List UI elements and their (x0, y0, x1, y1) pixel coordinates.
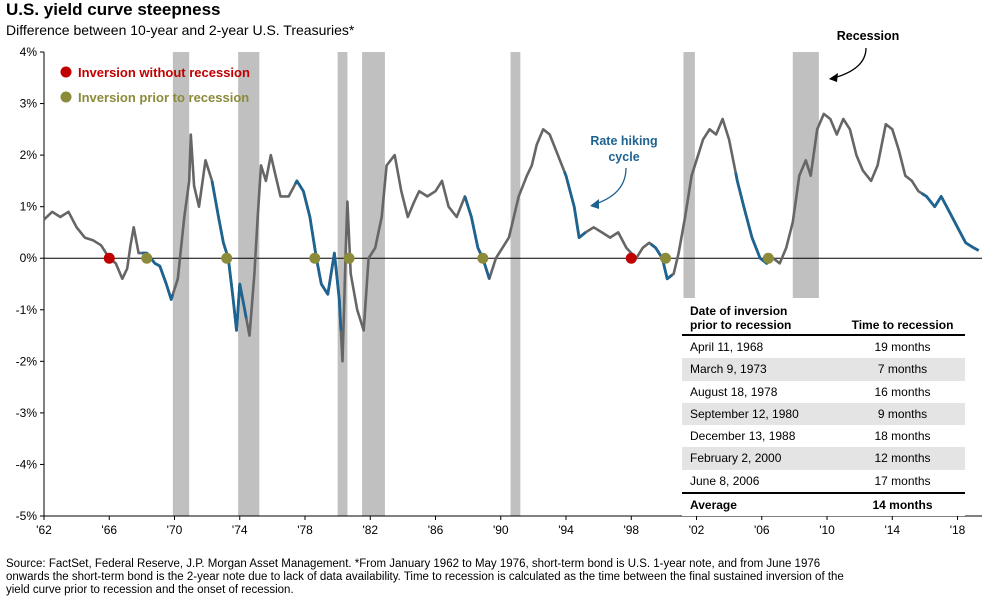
table-row: September 12, 1980 9 months (682, 402, 965, 426)
x-tick-label: '10 (819, 523, 835, 537)
y-tick-label: 4% (20, 45, 38, 59)
chart-title: U.S. yield curve steepness (6, 0, 221, 19)
average-label: Average (690, 498, 737, 513)
table-cell-date: April 11, 1968 (690, 340, 764, 354)
rate-hiking-segment (293, 179, 343, 331)
x-tick-label: '62 (36, 523, 52, 537)
average-value: 14 months (872, 498, 933, 513)
x-tick-label: '74 (232, 523, 248, 537)
rate-hiking-segment (563, 171, 587, 239)
rate-hiking-segment (210, 180, 248, 332)
table-cell-date: March 9, 1973 (690, 362, 767, 377)
inversion-prior-to-recession-marker (660, 252, 672, 264)
rate-hiking-segment (734, 172, 773, 265)
y-tick-label: -1% (16, 303, 38, 317)
rate-hiking-segment (463, 195, 491, 280)
table-cell-time: 12 months (874, 451, 931, 466)
inversion-prior-to-recession-marker (477, 252, 489, 264)
table-row: August 18, 1978 16 months (682, 381, 965, 403)
y-tick-label: -5% (16, 509, 38, 523)
inversion-prior-to-recession-marker (309, 252, 321, 264)
recession-band (337, 52, 348, 516)
table-average-row: Average 14 months (682, 492, 965, 516)
y-tick-label: -3% (16, 406, 38, 420)
table-cell-time: 9 months (877, 406, 928, 421)
table-cell-time: 17 months (874, 473, 931, 488)
rate-hiking-annotation-line1: Rate hiking (590, 134, 657, 148)
annotations: Recession Rate hiking cycle (590, 29, 899, 209)
legend: Inversion without recession Inversion pr… (60, 65, 250, 105)
y-tick-label: 3% (20, 97, 38, 111)
table-cell-date: February 2, 2000 (690, 451, 782, 466)
table-col-date-line1: Date of inversion (690, 304, 788, 318)
table-cell-date: June 8, 2006 (690, 473, 760, 488)
legend-marker-inversion-without (60, 66, 72, 78)
recession-band (362, 52, 385, 516)
x-tick-label: '94 (558, 523, 574, 537)
recession-band (172, 52, 190, 516)
inversion-markers (103, 252, 774, 264)
x-tick-label: '82 (362, 523, 378, 537)
table-row: March 9, 1973 7 months (682, 358, 965, 381)
time-to-recession-table: Date of inversion prior to recession Tim… (682, 298, 965, 517)
table-cell-time: 19 months (874, 340, 931, 354)
y-tick-label: -2% (16, 354, 38, 368)
table-cell-date: September 12, 1980 (690, 406, 799, 421)
legend-label-inversion-prior: Inversion prior to recession (78, 90, 249, 105)
x-tick-label: '86 (428, 523, 444, 537)
table-cell-date: August 18, 1978 (690, 384, 778, 399)
legend-marker-inversion-prior (60, 91, 72, 103)
recession-band (238, 52, 260, 516)
table-body: April 11, 1968 19 months March 9, 1973 7 mo… (682, 336, 965, 492)
table-cell-date: December 13, 1988 (690, 429, 796, 444)
y-tick-label: 1% (20, 200, 38, 214)
x-tick-label: '06 (754, 523, 770, 537)
x-tick-label: '98 (623, 523, 639, 537)
table-row: February 2, 2000 12 months (682, 447, 965, 470)
legend-label-inversion-without: Inversion without recession (78, 65, 250, 80)
rate-hiking-segment (920, 192, 980, 252)
x-tick-label: '70 (167, 523, 183, 537)
table-cell-time: 16 months (874, 384, 931, 399)
x-tick-label: '66 (101, 523, 117, 537)
inversion-without-recession-marker (103, 252, 115, 264)
table-cell-time: 7 months (877, 362, 928, 377)
recession-annotation: Recession (837, 29, 900, 43)
inversion-prior-to-recession-marker (221, 252, 233, 264)
rate-hiking-annotation-line2: cycle (608, 150, 639, 164)
x-axis: '62 '66 '70 '74 '78 '82 '86 '90 '94 '98 '02 '06 '10 '… (36, 257, 982, 537)
y-tick-label: 0% (20, 251, 38, 265)
table-row: June 8, 2006 17 months (682, 470, 965, 492)
x-tick-label: '14 (884, 523, 900, 537)
table-col-date-line2: prior to recession (690, 318, 792, 332)
table-cell-time: 18 months (874, 429, 931, 444)
inversion-prior-to-recession-marker (762, 252, 774, 264)
y-axis: 4% 3% 2% 1% 0% -1% -2% -3% -4% -5% (16, 45, 45, 523)
chart-subtitle: Difference between 10-year and 2-year U.… (6, 22, 355, 38)
inversion-prior-to-recession-marker (141, 252, 153, 264)
x-tick-label: '78 (297, 523, 313, 537)
x-tick-label: '18 (950, 523, 966, 537)
y-tick-label: -4% (16, 457, 38, 471)
table-row: December 13, 1988 18 months (682, 425, 965, 447)
table-col-date: Date of inversion prior to recession (690, 304, 840, 332)
inversion-prior-to-recession-marker (343, 252, 355, 264)
rate-hiking-arrowhead (590, 199, 599, 209)
recession-arrow (829, 47, 867, 80)
recession-band (510, 52, 521, 516)
rate-hiking-arrow (591, 167, 627, 206)
x-tick-label: '02 (689, 523, 705, 537)
recession-arrowhead (829, 73, 838, 82)
inversion-without-recession-marker (625, 252, 637, 264)
table-row: April 11, 1968 19 months (682, 336, 965, 358)
table-col-time: Time to recession (851, 318, 954, 332)
x-tick-label: '90 (493, 523, 509, 537)
table-header: Date of inversion prior to recession Tim… (682, 298, 965, 336)
source-footnote: Source: FactSet, Federal Reserve, J.P. M… (6, 558, 844, 596)
recession-band (683, 52, 695, 516)
y-tick-label: 2% (20, 148, 38, 162)
